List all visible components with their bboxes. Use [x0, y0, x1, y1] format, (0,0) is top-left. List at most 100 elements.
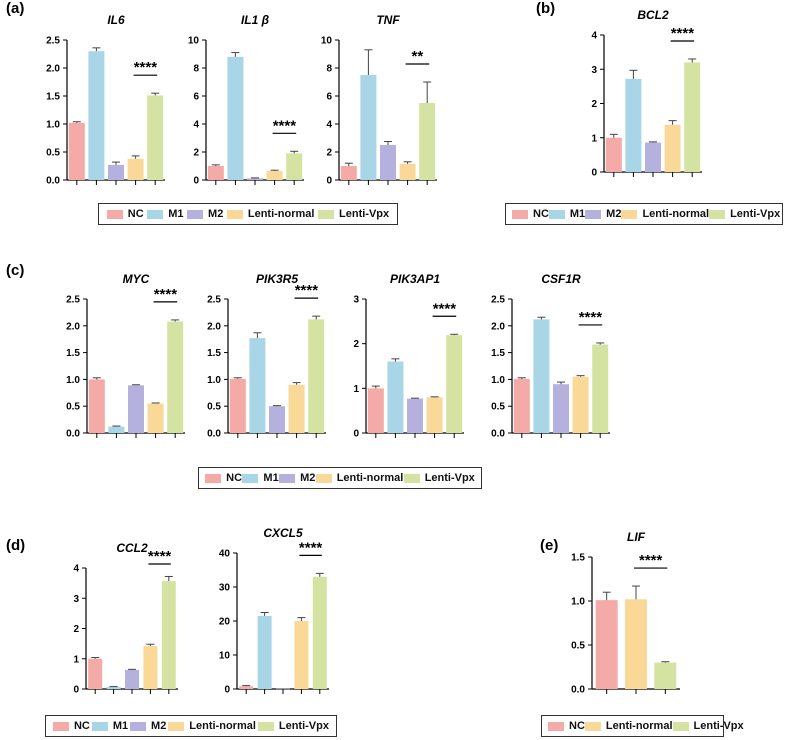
- y-tick-label: 0.5: [66, 402, 80, 413]
- chart-title: TNF: [376, 13, 400, 27]
- legend-label: Lenti-normal: [336, 472, 404, 484]
- legend-label: NC: [226, 472, 243, 484]
- bar: [553, 384, 569, 433]
- bar: [533, 319, 550, 433]
- bar: [147, 403, 164, 433]
- y-tick-label: 2.0: [207, 321, 221, 332]
- chart-title: CCL2: [116, 541, 148, 555]
- legend-item: Lenti-normal: [168, 720, 256, 732]
- legend-swatch: [147, 209, 164, 219]
- legend-swatch: [584, 721, 601, 731]
- legend-label: M1: [112, 720, 129, 732]
- legend-swatch: [106, 209, 123, 219]
- bar: [605, 137, 622, 172]
- legend-label: Lenti-normal: [247, 208, 315, 220]
- bar: [269, 406, 285, 433]
- chart-title: PIK3AP1: [390, 272, 440, 286]
- legend-swatch: [672, 721, 689, 731]
- legend-label: Lenti-Vpx: [424, 472, 475, 484]
- chart-title: LIF: [627, 530, 646, 544]
- legend-label: Lenti-Vpx: [339, 208, 390, 220]
- legend-swatch: [168, 721, 185, 731]
- y-tick-label: 1: [353, 384, 359, 395]
- legend-item: NC: [106, 208, 144, 220]
- y-tick-label: 6: [326, 92, 332, 103]
- chart-cxcl5: CXCL5 0 10 20 30 40 ****: [219, 526, 329, 696]
- y-tick-label: 1.0: [491, 375, 505, 386]
- legend-d: NC M1 M2 Lenti-normal Lenti-Vpx: [45, 715, 337, 737]
- bar: [340, 166, 357, 180]
- y-tick-label: 0.0: [66, 429, 80, 440]
- legend-b: NC M1 M2 Lenti-normal Lenti-Vpx: [505, 203, 783, 225]
- bar: [288, 384, 305, 433]
- y-tick-label: 0: [353, 429, 359, 440]
- bar: [257, 615, 272, 689]
- legend-swatch: [130, 721, 147, 731]
- significance-label: ****: [299, 539, 323, 556]
- legend-label: M2: [300, 472, 316, 484]
- legend-swatch: [585, 209, 602, 219]
- bar: [167, 321, 184, 433]
- y-tick-label: 2.5: [46, 36, 60, 47]
- legend-label: Lenti-Vpx: [278, 720, 329, 732]
- legend-swatch: [318, 209, 335, 219]
- y-tick-label: 10: [219, 651, 231, 662]
- legend-swatch: [187, 209, 204, 219]
- bar: [312, 576, 327, 689]
- y-tick-label: 0: [326, 176, 332, 187]
- legend-item: M1: [91, 720, 129, 732]
- legend-label: M1: [168, 208, 184, 220]
- legend-item: Lenti-Vpx: [403, 472, 475, 484]
- y-tick-label: 1: [591, 133, 597, 144]
- significance-label: ****: [579, 309, 603, 326]
- legend-swatch: [242, 473, 259, 483]
- legend-item: Lenti-Vpx: [709, 208, 780, 220]
- y-tick-label: 1.0: [571, 597, 585, 608]
- legend-label: M2: [606, 208, 622, 220]
- y-tick-label: 20: [219, 617, 231, 628]
- bar: [276, 688, 290, 690]
- panel-label-b: (b): [536, 0, 556, 17]
- y-tick-label: 0.0: [571, 685, 585, 696]
- legend-swatch: [279, 473, 296, 483]
- y-tick-label: 0: [224, 685, 230, 696]
- bar: [247, 178, 263, 180]
- legend-item: M2: [130, 720, 166, 732]
- chart-title: CXCL5: [263, 526, 303, 540]
- legend-label: NC: [127, 208, 144, 220]
- legend-item: M2: [187, 208, 223, 220]
- y-tick-label: 0.0: [46, 176, 60, 187]
- y-tick-label: 2: [591, 99, 597, 110]
- bar: [108, 164, 124, 180]
- y-tick-label: 1.5: [66, 348, 80, 359]
- y-tick-label: 4: [193, 120, 199, 131]
- y-tick-label: 2.5: [207, 295, 221, 306]
- y-tick-label: 0.5: [491, 402, 505, 413]
- bar: [266, 170, 283, 180]
- legend-swatch: [226, 209, 243, 219]
- y-tick-label: 0.0: [207, 429, 221, 440]
- legend-item: M1: [147, 208, 183, 220]
- bar: [380, 145, 396, 180]
- bar: [161, 581, 176, 689]
- significance-label: ****: [671, 25, 695, 42]
- y-tick-label: 0.0: [491, 429, 505, 440]
- bar: [125, 669, 139, 689]
- bar: [227, 56, 244, 180]
- y-tick-label: 4: [326, 120, 332, 131]
- bar: [664, 124, 681, 172]
- legend-swatch: [621, 209, 638, 219]
- y-tick-label: 10: [321, 36, 333, 47]
- legend-swatch: [315, 473, 332, 483]
- y-tick-label: 2: [73, 624, 79, 635]
- bar: [88, 658, 103, 689]
- chart-title: BCL2: [637, 8, 669, 22]
- significance-label: ****: [295, 282, 319, 299]
- chart-ccl2: CCL2 0 1 2 3 4 ****: [73, 541, 178, 696]
- bar: [426, 397, 443, 433]
- y-tick-label: 1.5: [571, 553, 585, 564]
- bar: [143, 646, 158, 689]
- legend-item: NC: [548, 720, 585, 732]
- bar: [127, 158, 144, 180]
